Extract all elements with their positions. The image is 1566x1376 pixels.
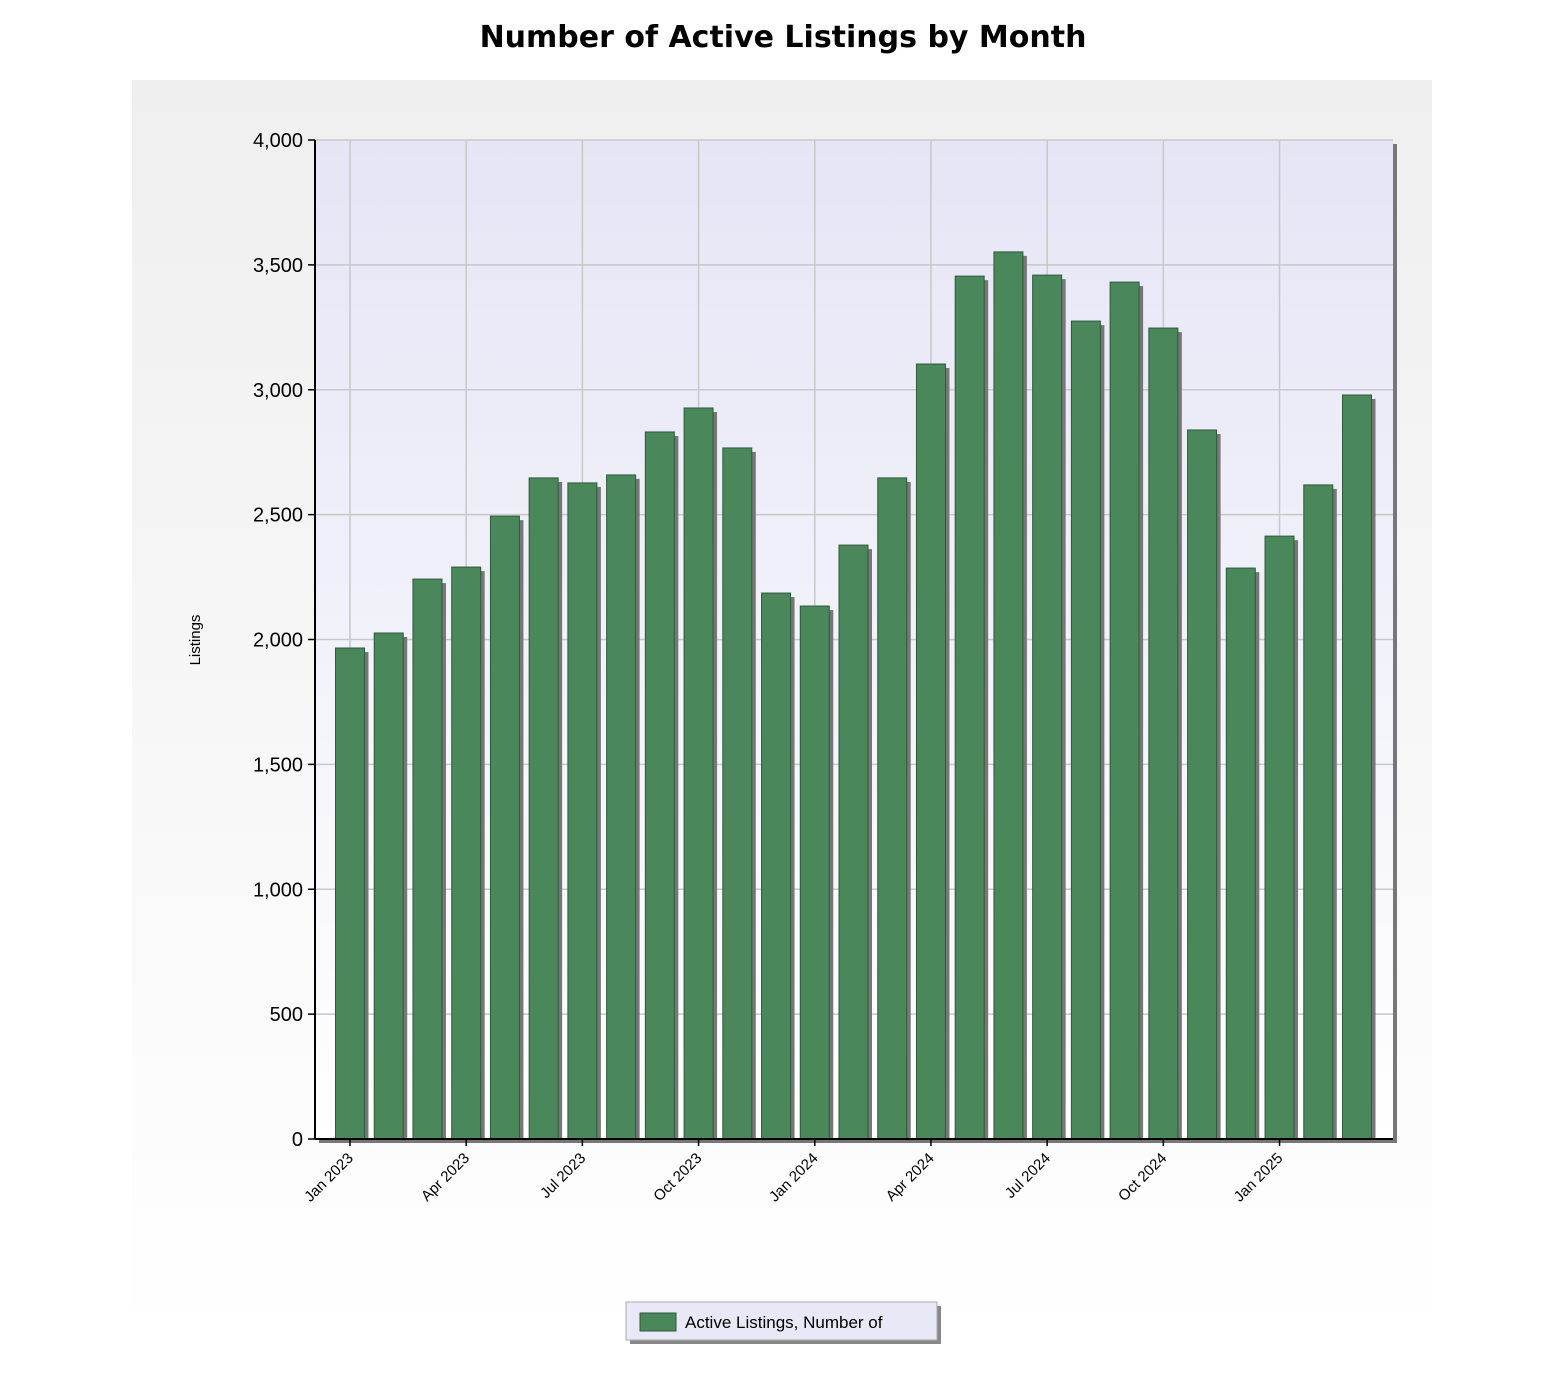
bar: [877, 477, 908, 1140]
bar: [489, 515, 520, 1140]
y-tick-label: 500: [270, 1004, 303, 1026]
bar: [954, 275, 985, 1140]
bar: [412, 578, 443, 1140]
bar: [335, 647, 365, 1140]
bar: [644, 431, 675, 1140]
chart-title: Number of Active Listings by Month: [479, 20, 1087, 55]
bar: [915, 363, 946, 1140]
bar: [1187, 429, 1218, 1140]
y-tick-label: 2,000: [253, 630, 303, 652]
y-tick-label: 0: [292, 1129, 303, 1151]
y-tick-label: 1,000: [253, 879, 303, 901]
bar: [1225, 567, 1256, 1140]
y-tick-label: 1,500: [253, 754, 303, 776]
y-tick-label: 3,000: [253, 380, 303, 402]
bar: [993, 251, 1024, 1140]
bar: [451, 566, 482, 1140]
legend-swatch: [639, 1312, 677, 1332]
bar: [373, 632, 404, 1140]
bar: [1148, 327, 1179, 1140]
bar: [1303, 484, 1334, 1140]
bar: [1032, 274, 1063, 1140]
bar: [838, 544, 869, 1140]
bar: [722, 447, 753, 1140]
bar: [528, 477, 559, 1140]
legend-label: Active Listings, Number of: [685, 1313, 883, 1332]
y-tick-label: 4,000: [253, 130, 303, 152]
bar: [1070, 320, 1101, 1140]
bar: [683, 407, 714, 1140]
bar: [1264, 535, 1295, 1140]
bar: [567, 482, 598, 1140]
bar: [761, 592, 792, 1140]
legend: Active Listings, Number of: [625, 1301, 941, 1344]
bar: [1109, 281, 1140, 1140]
y-tick-label: 2,500: [253, 505, 303, 527]
bar: [606, 474, 637, 1140]
bar: [799, 605, 830, 1140]
bar: [1342, 394, 1372, 1140]
y-tick-label: 3,500: [253, 255, 303, 277]
y-axis-label: Listings: [187, 615, 204, 666]
